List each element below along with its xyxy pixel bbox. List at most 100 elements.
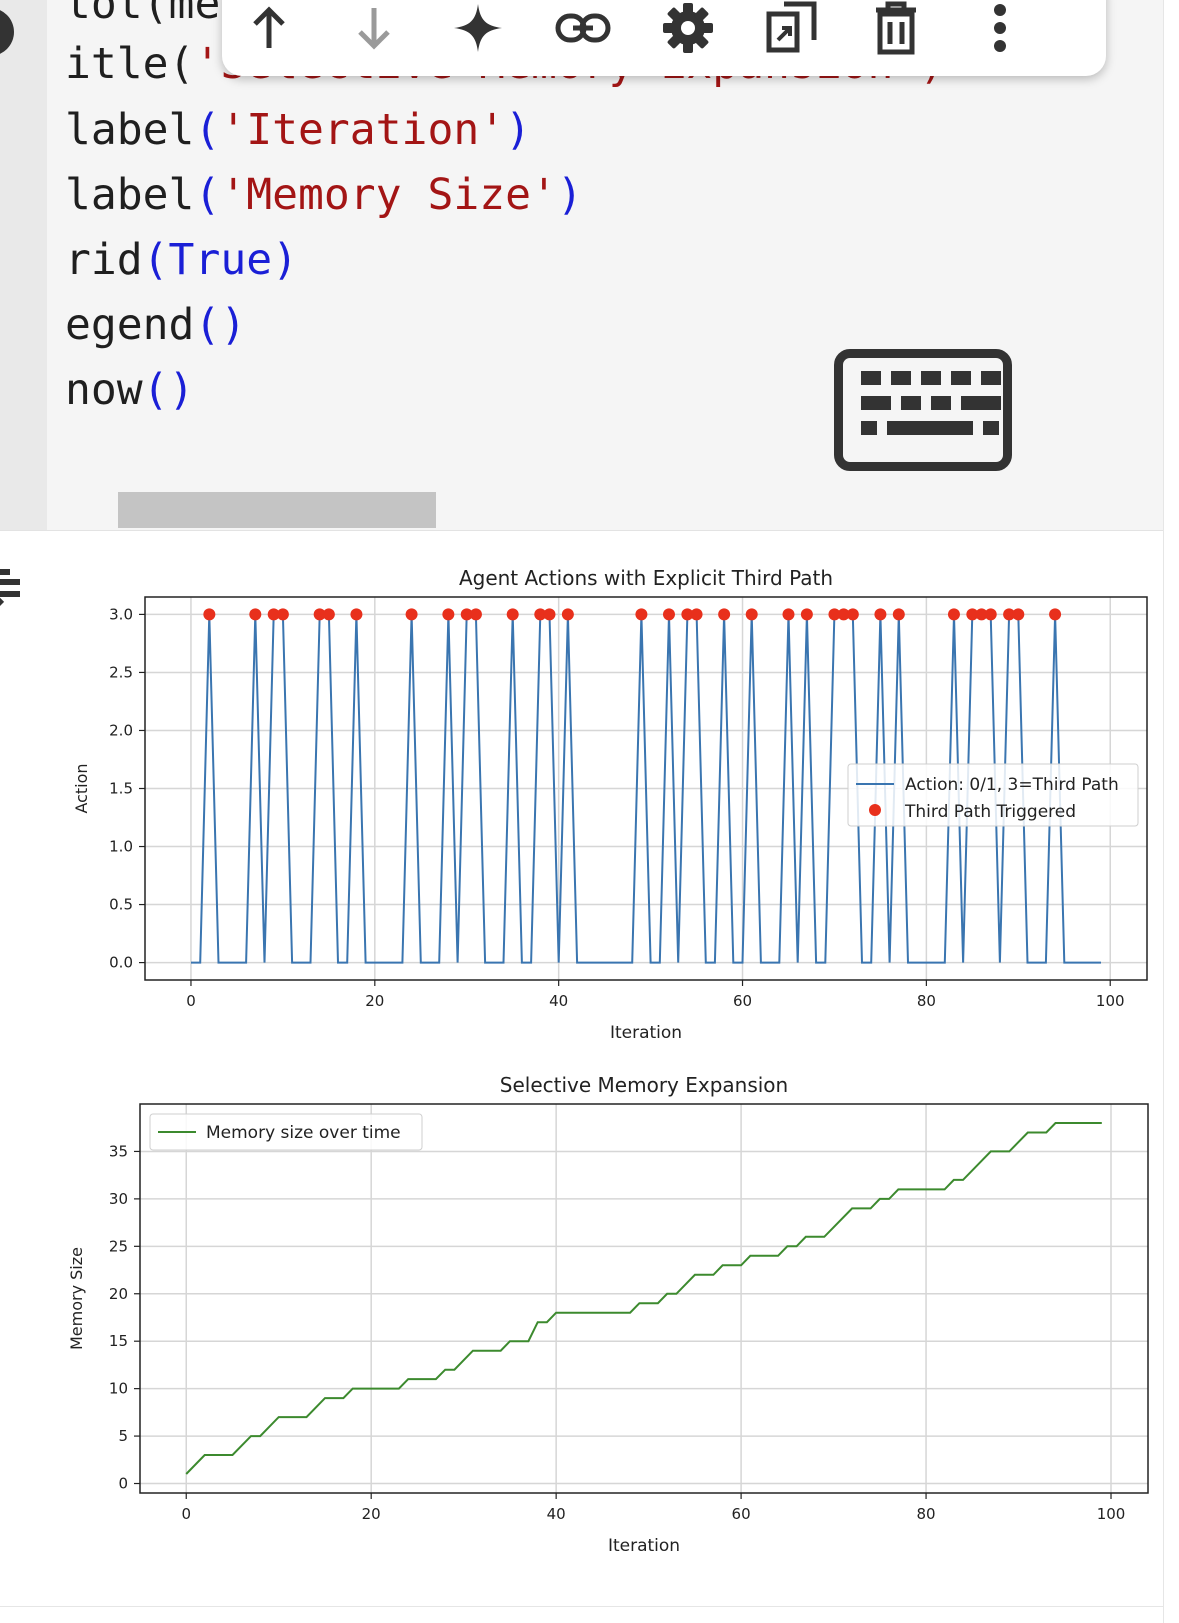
cell-gutter	[0, 0, 47, 530]
x-tick-label: 20	[362, 1505, 381, 1523]
y-tick-label: 1.5	[109, 780, 133, 798]
y-tick-label: 30	[109, 1190, 128, 1208]
third-path-point	[846, 608, 859, 621]
third-path-point	[1003, 608, 1016, 621]
x-tick-label: 60	[733, 992, 752, 1010]
legend-dot-marker	[869, 804, 881, 816]
y-tick-label: 25	[109, 1237, 128, 1255]
code-line[interactable]: rid(True)	[65, 235, 299, 285]
x-axis-label: Iteration	[608, 1536, 680, 1556]
keyboard-icon[interactable]	[834, 349, 1012, 471]
third-path-point	[313, 608, 326, 621]
third-path-point	[782, 608, 795, 621]
move-down-icon[interactable]	[344, 0, 404, 58]
code-line[interactable]: tot(me	[65, 0, 221, 29]
chart-title: Selective Memory Expansion	[500, 1073, 788, 1097]
y-tick-label: 2.0	[109, 721, 133, 739]
legend-box	[847, 763, 1139, 827]
third-path-point	[506, 608, 519, 621]
third-path-point	[267, 608, 280, 621]
third-path-point	[561, 608, 574, 621]
third-path-point	[892, 608, 905, 621]
y-axis-label: Action	[72, 763, 91, 813]
chart-title: Agent Actions with Explicit Third Path	[459, 566, 833, 590]
legend-label: Third Path Triggered	[904, 802, 1076, 822]
third-path-point	[469, 608, 482, 621]
output-toggle-icon[interactable]	[0, 558, 22, 618]
x-tick-label: 80	[917, 992, 936, 1010]
third-path-point	[350, 608, 363, 621]
y-tick-label: 3.0	[109, 605, 133, 623]
legend-box	[149, 1113, 423, 1151]
third-path-point	[249, 608, 262, 621]
y-tick-label: 2.5	[109, 663, 133, 681]
y-axis-label: Memory Size	[67, 1247, 86, 1350]
x-tick-label: 60	[732, 1505, 751, 1523]
x-tick-label: 80	[917, 1505, 936, 1523]
third-path-point	[828, 608, 841, 621]
x-tick-label: 100	[1096, 992, 1125, 1010]
third-path-point	[405, 608, 418, 621]
third-path-point	[203, 608, 216, 621]
settings-gear-icon[interactable]	[658, 0, 718, 58]
third-path-point	[322, 608, 335, 621]
more-options-icon[interactable]	[970, 0, 1030, 58]
plot-frame	[144, 596, 1148, 981]
y-tick-label: 0.0	[109, 954, 133, 972]
x-tick-label: 20	[365, 992, 384, 1010]
gemini-sparkle-icon[interactable]	[448, 0, 508, 58]
run-cell-button[interactable]	[0, 8, 14, 56]
x-tick-label: 0	[181, 1505, 191, 1523]
third-path-point	[442, 608, 455, 621]
horizontal-scrollbar[interactable]	[118, 492, 436, 528]
third-path-point	[745, 608, 758, 621]
third-path-point	[690, 608, 703, 621]
x-tick-label: 0	[186, 992, 196, 1010]
third-path-point	[681, 608, 694, 621]
memory-series-line	[185, 1122, 1102, 1475]
move-up-icon[interactable]	[239, 0, 299, 58]
third-path-point	[543, 608, 556, 621]
y-tick-label: 10	[109, 1380, 128, 1398]
third-path-point	[837, 608, 850, 621]
bottom-edge	[0, 1606, 1164, 1607]
x-tick-label: 100	[1097, 1505, 1126, 1523]
third-path-point	[534, 608, 547, 621]
third-path-point	[984, 608, 997, 621]
y-tick-label: 1.0	[109, 838, 133, 856]
third-path-point	[966, 608, 979, 621]
third-path-point	[1012, 608, 1025, 621]
y-tick-label: 20	[109, 1285, 128, 1303]
code-line[interactable]: label('Memory Size')	[65, 170, 583, 220]
y-tick-label: 35	[109, 1142, 128, 1160]
code-line[interactable]: now()	[65, 365, 195, 415]
y-tick-label: 0.5	[109, 896, 133, 914]
x-tick-label: 40	[549, 992, 568, 1010]
third-path-point	[947, 608, 960, 621]
third-path-point	[874, 608, 887, 621]
right-edge	[1164, 0, 1179, 1623]
cell-toolbar	[222, 0, 1106, 76]
third-path-point	[460, 608, 473, 621]
third-path-point	[718, 608, 731, 621]
third-path-point	[800, 608, 813, 621]
legend-label: Memory size over time	[206, 1123, 401, 1143]
code-line[interactable]: label('Iteration')	[65, 105, 532, 155]
y-tick-label: 15	[109, 1332, 128, 1350]
third-path-point	[1049, 608, 1062, 621]
third-path-point	[662, 608, 675, 621]
code-line[interactable]: egend()	[65, 300, 247, 350]
third-path-point	[635, 608, 648, 621]
legend-label: Action: 0/1, 3=Third Path	[905, 775, 1119, 795]
third-path-point	[276, 608, 289, 621]
y-tick-label: 5	[118, 1427, 128, 1445]
link-icon[interactable]	[553, 0, 613, 58]
plot-frame	[139, 1103, 1149, 1494]
x-axis-label: Iteration	[610, 1023, 682, 1043]
third-path-point	[975, 608, 988, 621]
y-tick-label: 0	[118, 1475, 128, 1493]
mirror-cell-icon[interactable]	[762, 0, 822, 58]
delete-trash-icon[interactable]	[866, 0, 926, 58]
x-tick-label: 40	[547, 1505, 566, 1523]
